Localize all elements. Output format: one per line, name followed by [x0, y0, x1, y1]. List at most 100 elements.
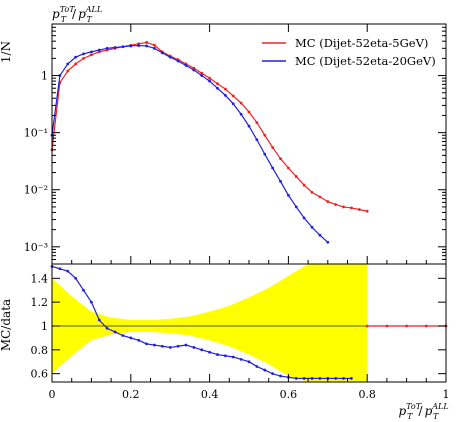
- main-point-red: [239, 101, 243, 105]
- ratio-ytick-label: 0.6: [31, 368, 49, 381]
- ratio-point-blue: [137, 338, 141, 342]
- x-tick-label: 0.2: [122, 388, 140, 401]
- main-point-red: [82, 56, 85, 60]
- main-point-red: [263, 133, 267, 137]
- ratio-point-red: [405, 324, 408, 328]
- ratio-point-blue: [271, 372, 275, 376]
- main-point-red: [74, 62, 78, 66]
- ratio-point-blue: [310, 377, 314, 380]
- ratio-ytick-label: 1.4: [31, 272, 49, 285]
- main-point-blue: [74, 55, 78, 59]
- main-point-blue: [231, 102, 235, 106]
- main-point-red: [208, 76, 212, 80]
- x-tick-label: 0.8: [358, 388, 376, 401]
- main-point-blue: [105, 46, 109, 50]
- main-point-red: [334, 203, 338, 206]
- main-point-red: [287, 166, 290, 170]
- main-point-red: [90, 53, 93, 57]
- ratio-point-blue: [121, 334, 125, 337]
- ratio-panel: 0.6 0.8 1 1.2 1.4 0 0.2 0.4 0.6 0.8 1: [31, 263, 450, 401]
- ratio-point-blue: [216, 353, 219, 356]
- main-ytick-label: 10⁻²: [24, 184, 48, 197]
- legend-red-label: MC (Dijet-52eta-5GeV): [295, 36, 428, 50]
- main-point-red: [326, 200, 330, 203]
- main-point-red: [255, 121, 259, 124]
- ratio-point-blue: [58, 267, 62, 271]
- main-point-red: [318, 195, 322, 199]
- x-tick-label: 0.6: [280, 388, 298, 401]
- ratio-point-blue: [247, 360, 251, 364]
- main-point-blue: [137, 44, 141, 47]
- main-point-blue: [113, 46, 117, 49]
- main-point-red: [271, 146, 275, 149]
- ratio-point-blue: [350, 377, 353, 380]
- main-point-blue: [287, 193, 290, 197]
- main-point-blue: [160, 51, 164, 55]
- main-point-blue: [129, 44, 133, 48]
- ratio-point-blue: [129, 336, 133, 340]
- ratio-point-blue: [168, 346, 172, 349]
- ratio-point-blue: [153, 343, 156, 347]
- main-point-blue: [271, 166, 275, 170]
- main-point-red: [231, 94, 235, 98]
- ratio-point-red: [365, 324, 369, 328]
- ratio-point-blue: [334, 377, 338, 380]
- ratio-ytick-label: 0.8: [31, 344, 49, 357]
- ratio-point-blue: [223, 354, 227, 358]
- main-point-red: [294, 175, 298, 178]
- ratio-point-blue: [176, 344, 180, 348]
- main-point-blue: [82, 52, 85, 56]
- ratio-point-blue: [160, 344, 164, 348]
- x-tick-label: 0.4: [201, 388, 219, 401]
- x-tick-label: 0: [49, 388, 56, 401]
- main-point-blue: [121, 45, 125, 49]
- main-point-red: [310, 190, 314, 194]
- main-point-blue: [192, 68, 196, 72]
- main-point-red: [216, 82, 219, 86]
- ratio-point-red: [385, 324, 389, 328]
- ratio-point-blue: [294, 377, 298, 380]
- main-point-blue: [145, 44, 148, 48]
- main-point-blue: [318, 233, 322, 237]
- ratio-point-blue: [239, 357, 243, 361]
- ratio-ytick-label: 1: [41, 320, 48, 333]
- main-point-red: [342, 205, 345, 209]
- ratio-point-blue: [66, 269, 70, 273]
- ratio-point-blue: [318, 377, 322, 380]
- main-point-blue: [216, 86, 219, 90]
- main-point-blue: [97, 48, 101, 52]
- ratio-point-blue: [184, 343, 188, 347]
- ratio-point-blue: [279, 374, 282, 378]
- main-point-blue: [310, 225, 314, 229]
- main-point-blue: [66, 62, 70, 66]
- ratio-point-blue: [200, 348, 204, 352]
- main-point-blue: [176, 59, 180, 63]
- ratio-point-blue: [192, 346, 196, 349]
- main-point-red: [145, 41, 148, 44]
- ratio-point-blue: [113, 330, 117, 334]
- ratio-point-blue: [263, 368, 267, 372]
- ratio-point-blue: [145, 342, 148, 346]
- main-point-blue: [208, 79, 212, 83]
- main-point-blue: [279, 179, 282, 183]
- ratio-point-blue: [208, 350, 212, 354]
- ratio-uncertainty-band: [52, 264, 368, 382]
- ratio-point-blue: [97, 318, 101, 322]
- ratio-point-blue: [302, 377, 306, 380]
- main-point-red: [247, 110, 251, 114]
- ratio-point-blue: [105, 326, 109, 330]
- main-ytick-label: 1: [41, 70, 48, 83]
- ratio-ytick-label: 1.2: [31, 296, 49, 309]
- x-axis-label: pToT T / pALL T: [398, 402, 448, 421]
- chart-title: pToT T / pALL T: [52, 5, 102, 24]
- ratio-point-blue: [342, 377, 345, 380]
- main-point-red: [279, 157, 282, 161]
- main-point-blue: [294, 205, 298, 209]
- main-point-blue: [168, 55, 172, 59]
- main-point-blue: [263, 152, 267, 156]
- main-point-blue: [153, 46, 156, 50]
- main-point-blue: [239, 112, 243, 116]
- main-point-red: [365, 209, 369, 213]
- ratio-ylabel: MC/data: [0, 299, 13, 351]
